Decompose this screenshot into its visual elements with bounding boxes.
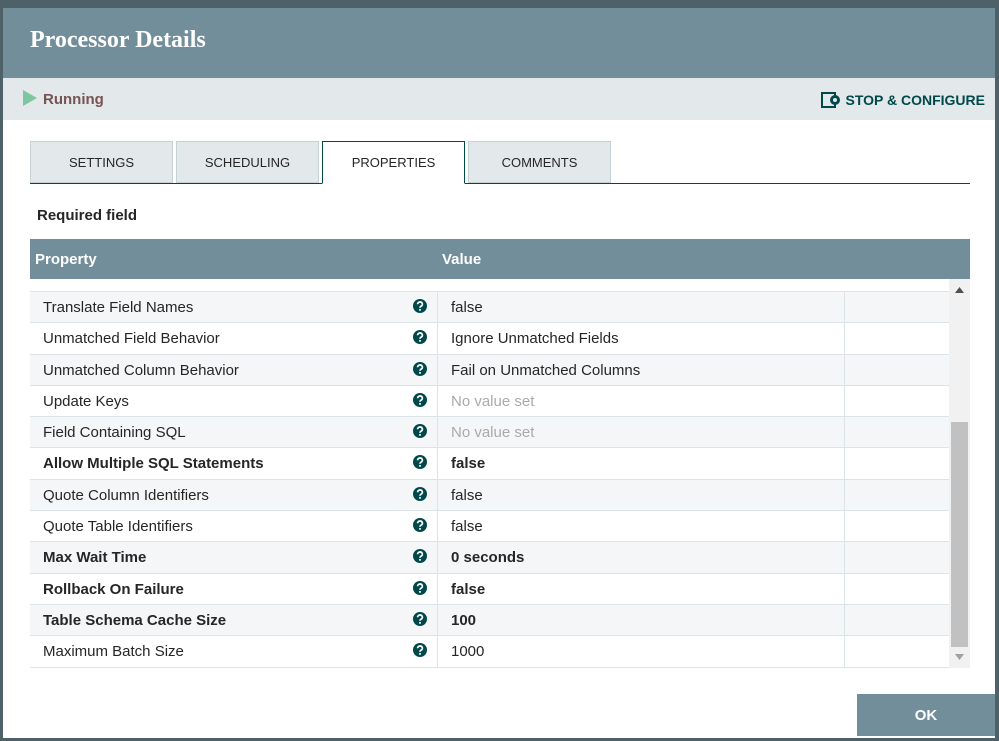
- column-header: Value: [442, 251, 482, 268]
- ok-button[interactable]: OK: [857, 694, 995, 736]
- run-icon: [23, 90, 37, 106]
- cell-border: [437, 542, 438, 573]
- property-name: Table Schema Cache Size: [43, 611, 227, 629]
- cell-border: [844, 292, 845, 323]
- help-icon[interactable]: [413, 580, 427, 595]
- property-name: Max Wait Time: [43, 549, 147, 567]
- cell-border: [437, 417, 438, 448]
- cell-border: [844, 448, 845, 479]
- scroll-thumb[interactable]: [951, 422, 968, 647]
- cell-border: [844, 417, 845, 448]
- property-name: Field Containing SQL: [43, 424, 186, 442]
- cell-border: [437, 604, 438, 636]
- property-row: Max Wait Time 0 seconds: [30, 542, 949, 574]
- status-bar: Running STOP & CONFIGURE: [3, 78, 995, 120]
- status: Running: [43, 91, 104, 108]
- property-value[interactable]: false: [451, 580, 486, 598]
- property-name: Quote Table Identifiers: [43, 518, 193, 536]
- help-icon[interactable]: [413, 486, 427, 501]
- cell-border: [844, 511, 845, 542]
- help-icon[interactable]: [413, 518, 427, 533]
- title: Processor Details: [30, 27, 206, 53]
- stop-label: STOP & CONFIGURE: [845, 92, 985, 108]
- property-value[interactable]: 1000: [451, 643, 485, 661]
- property-name: Rollback On Failure: [43, 580, 184, 598]
- column-header: Property: [35, 251, 97, 268]
- help-icon[interactable]: [413, 361, 427, 376]
- property-row: Field Containing SQL No value set: [30, 417, 949, 449]
- property-name: Unmatched Field Behavior: [43, 330, 220, 348]
- property-value[interactable]: false: [451, 518, 483, 536]
- header: Processor Details: [3, 8, 995, 78]
- property-value[interactable]: No value set: [451, 424, 535, 442]
- tab-line: [30, 183, 970, 184]
- property-row: Quote Table Identifiers false: [30, 511, 949, 543]
- partial-row: [30, 279, 949, 292]
- help-icon[interactable]: [413, 643, 427, 658]
- property-name: Translate Field Names: [43, 299, 194, 316]
- cell-border: [437, 479, 438, 511]
- help-icon[interactable]: [413, 455, 427, 470]
- property-row: Unmatched Field Behavior Ignore Unmatched…: [30, 323, 949, 355]
- cell-border: [844, 604, 845, 636]
- help-icon[interactable]: [413, 549, 427, 564]
- help-icon[interactable]: [413, 611, 427, 626]
- cell-border: [437, 636, 438, 667]
- dialog: Processor Details Running STOP & CONFIGU…: [3, 8, 995, 738]
- tab[interactable]: SETTINGS: [30, 141, 173, 183]
- help-icon[interactable]: [413, 299, 427, 313]
- property-value[interactable]: false: [451, 299, 483, 316]
- property-value[interactable]: No value set: [451, 392, 535, 410]
- cell-border: [437, 573, 438, 604]
- note: Required field: [37, 207, 138, 224]
- tab[interactable]: COMMENTS: [468, 141, 611, 183]
- cell-border: [844, 542, 845, 573]
- property-value[interactable]: false: [451, 486, 483, 504]
- tab[interactable]: SCHEDULING: [176, 141, 319, 183]
- cell-border: [844, 354, 845, 385]
- cell-border: [437, 511, 438, 542]
- cell-border: [437, 385, 438, 417]
- property-name: Allow Multiple SQL Statements: [43, 455, 264, 473]
- property-row: Quote Column Identifiers false: [30, 479, 949, 512]
- property-name: Unmatched Column Behavior: [43, 361, 239, 379]
- scroll-up[interactable]: [955, 287, 964, 293]
- scroll-down[interactable]: [955, 654, 964, 660]
- table-header: Property Value: [30, 239, 970, 279]
- cell-border: [844, 323, 845, 354]
- property-row: Table Schema Cache Size 100: [30, 604, 949, 637]
- property-row: Update Keys No value set: [30, 385, 949, 418]
- cell-border: [437, 354, 438, 385]
- cell-border: [437, 292, 438, 323]
- help-icon[interactable]: [413, 424, 427, 439]
- cell-border: [844, 636, 845, 667]
- help-icon[interactable]: [413, 392, 427, 407]
- property-row: Rollback On Failure false: [30, 573, 949, 605]
- table-body: Translate Field Names false Unmatched Fiel…: [30, 292, 949, 668]
- property-row: Unmatched Column Behavior Fail on Unmatch…: [30, 354, 949, 386]
- property-value[interactable]: Ignore Unmatched Fields: [451, 330, 619, 348]
- help-icon[interactable]: [413, 330, 427, 345]
- property-value[interactable]: 0 seconds: [451, 549, 525, 567]
- property-row: Maximum Batch Size 1000: [30, 636, 949, 668]
- gear-icon: [821, 92, 841, 108]
- property-name: Maximum Batch Size: [43, 643, 184, 661]
- property-row: Allow Multiple SQL Statements false: [30, 448, 949, 480]
- property-value[interactable]: false: [451, 455, 486, 473]
- cell-border: [844, 573, 845, 604]
- tab[interactable]: PROPERTIES: [322, 141, 465, 184]
- cell-border: [437, 448, 438, 479]
- property-value[interactable]: Fail on Unmatched Columns: [451, 361, 641, 379]
- cell-border: [844, 479, 845, 511]
- property-value[interactable]: 100: [451, 611, 477, 629]
- property-name: Quote Column Identifiers: [43, 486, 209, 504]
- cell-border: [844, 385, 845, 417]
- property-row: Translate Field Names false: [30, 292, 949, 324]
- property-name: Update Keys: [43, 392, 129, 410]
- stop-configure[interactable]: STOP & CONFIGURE: [821, 92, 985, 108]
- cell-border: [437, 323, 438, 354]
